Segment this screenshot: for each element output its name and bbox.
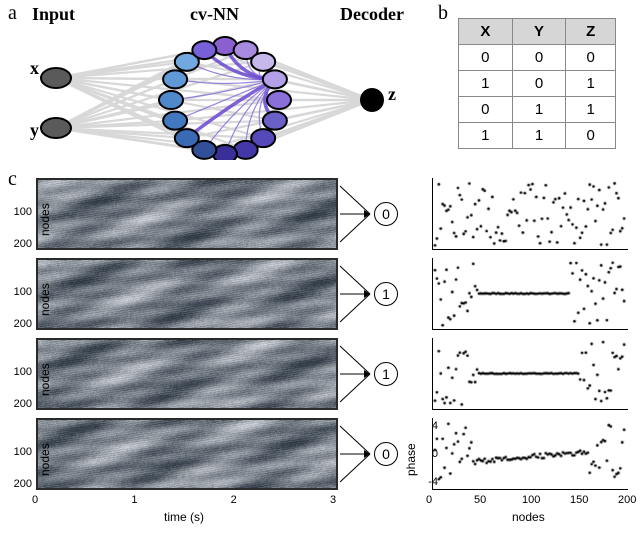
xtick: 0 bbox=[32, 494, 38, 506]
ylabel-nodes: nodes bbox=[38, 443, 52, 476]
ytick: 100 bbox=[4, 446, 32, 458]
xtick: 1 bbox=[131, 494, 137, 506]
scatter-plot bbox=[432, 258, 628, 330]
table-cell: 0 bbox=[566, 45, 616, 71]
scatter-plot bbox=[432, 178, 628, 250]
label-z: z bbox=[388, 84, 396, 105]
table-row: 110 bbox=[459, 123, 616, 149]
ylabel-nodes: nodes bbox=[38, 283, 52, 316]
label-b: b bbox=[438, 2, 448, 25]
scatter-plot bbox=[432, 418, 628, 490]
heatmap-column: 100200nodes 0100200nodes 1100200nodes bbox=[36, 178, 338, 516]
output-circle: 0 bbox=[374, 442, 398, 466]
table-cell: 0 bbox=[566, 123, 616, 149]
ytick: -4 bbox=[410, 476, 438, 488]
table-row: 000 bbox=[459, 45, 616, 71]
panel-a: Input cv-NN Decoder x y z bbox=[0, 0, 420, 160]
scatter-plot bbox=[432, 338, 628, 410]
xtick: 150 bbox=[570, 494, 588, 506]
ytick: 100 bbox=[4, 366, 32, 378]
ylabel-nodes: nodes bbox=[38, 363, 52, 396]
xtick: 100 bbox=[522, 494, 540, 506]
ytick: 200 bbox=[4, 238, 32, 250]
ytick: 200 bbox=[4, 478, 32, 490]
output-circle: 1 bbox=[374, 282, 398, 306]
table-header: Y bbox=[512, 19, 566, 45]
table-cell: 0 bbox=[512, 45, 566, 71]
heatmap bbox=[36, 418, 338, 490]
table-cell: 1 bbox=[566, 71, 616, 97]
xtick: 200 bbox=[618, 494, 636, 506]
xtick: 0 bbox=[426, 494, 432, 506]
table-row: 101 bbox=[459, 71, 616, 97]
table-cell: 1 bbox=[512, 97, 566, 123]
network-diagram bbox=[0, 0, 420, 160]
table-cell: 1 bbox=[459, 123, 513, 149]
table-header: Z bbox=[566, 19, 616, 45]
ytick: 200 bbox=[4, 398, 32, 410]
xtick: 2 bbox=[231, 494, 237, 506]
scatter-column: 050100150200-404phasenodes bbox=[432, 178, 632, 516]
table-cell: 1 bbox=[566, 97, 616, 123]
table-header: X bbox=[459, 19, 513, 45]
ytick: 4 bbox=[410, 420, 438, 432]
panel-c: 100200nodes 0100200nodes 1100200nodes bbox=[0, 178, 640, 534]
xtick: 3 bbox=[330, 494, 336, 506]
ytick: 100 bbox=[4, 286, 32, 298]
xlabel-nodes: nodes bbox=[512, 510, 545, 524]
table-cell: 1 bbox=[512, 123, 566, 149]
output-circle: 0 bbox=[374, 202, 398, 226]
xlabel-time: time (s) bbox=[164, 510, 204, 524]
xor-table: XYZ 000101011110 bbox=[458, 18, 616, 149]
ytick: 200 bbox=[4, 318, 32, 330]
label-y: y bbox=[30, 120, 39, 141]
heatmap bbox=[36, 178, 338, 250]
ytick: 100 bbox=[4, 206, 32, 218]
heatmap bbox=[36, 338, 338, 410]
panel-b: XYZ 000101011110 bbox=[458, 18, 616, 149]
table-cell: 0 bbox=[459, 45, 513, 71]
table-cell: 1 bbox=[459, 71, 513, 97]
xtick: 50 bbox=[474, 494, 486, 506]
table-cell: 0 bbox=[512, 71, 566, 97]
output-circle: 1 bbox=[374, 362, 398, 386]
table-row: 011 bbox=[459, 97, 616, 123]
table-cell: 0 bbox=[459, 97, 513, 123]
ylabel-phase: phase bbox=[404, 443, 418, 476]
ylabel-nodes: nodes bbox=[38, 203, 52, 236]
heatmap bbox=[36, 258, 338, 330]
label-x: x bbox=[30, 58, 39, 79]
